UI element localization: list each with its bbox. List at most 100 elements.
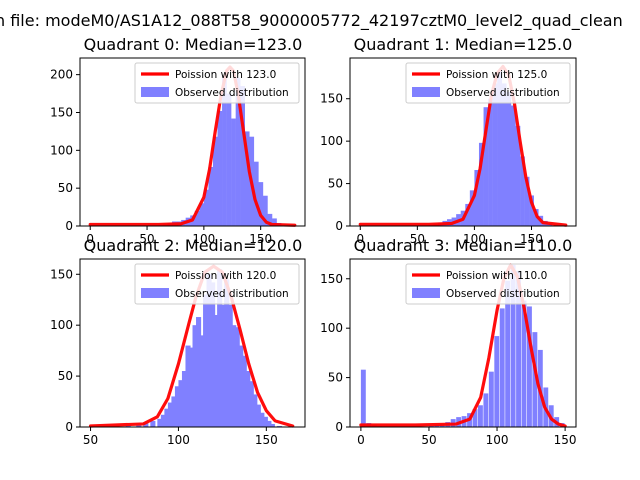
- quadrant-0-x-tick-label-1: 50: [139, 232, 154, 246]
- quadrant-3-histogram-bar-20: [516, 270, 521, 427]
- quadrant-2-histogram-bar-27: [238, 345, 244, 427]
- quadrant-0-histogram-bar-15: [226, 93, 232, 226]
- quadrant-0-histogram-bar-21: [253, 161, 259, 226]
- quadrant-0-histogram-bar-8: [194, 210, 200, 226]
- quadrant-2-histogram-bar-28: [241, 355, 247, 427]
- quadrant-3-histogram-bar-23: [532, 332, 538, 427]
- quadrant-0-legend: Poission with 123.0 Observed distribution: [134, 62, 300, 104]
- quadrant-3-legend-observed-label: Observed distribution: [446, 288, 560, 300]
- quadrant-3-x-tick-label-1: 50: [421, 433, 436, 447]
- quadrant-0-histogram-bar-16: [231, 118, 236, 226]
- quadrant-3-panel: Quadrant 3: Median=110.0 0 50 100 150 0 50 100…: [320, 236, 576, 447]
- quadrant-1-legend-observed-swatch: [412, 87, 440, 97]
- quadrant-1-title: Quadrant 1: Median=125.0: [354, 35, 573, 54]
- quadrant-3-histogram-bar-19: [510, 264, 516, 427]
- quadrant-0-axes-frame: [79, 57, 306, 227]
- quadrant-3-histogram-bar-15: [488, 371, 494, 427]
- quadrant-0-title: Quadrant 0: Median=123.0: [84, 35, 303, 54]
- quadrant-2-histogram-bar-1: [136, 424, 142, 427]
- quadrant-3-y-tick-label-2: 100: [320, 321, 343, 335]
- quadrant-3-axes-frame: [349, 258, 577, 428]
- quadrant-0-histogram-bar-17: [235, 77, 241, 227]
- quadrant-3-histogram-bar-21: [521, 300, 527, 427]
- quadrant-2-histogram-bar-25: [231, 325, 237, 427]
- quadrant-0-histogram-bar-11: [208, 166, 214, 226]
- quadrant-2-histogram-bar-10: [178, 380, 184, 427]
- quadrant-0-legend-poisson-label: Poission with 123.0: [175, 69, 276, 81]
- quadrant-3-title: Quadrant 3: Median=110.0: [354, 236, 573, 255]
- quadrant-2-title: Quadrant 2: Median=120.0: [84, 236, 303, 255]
- quadrant-1-legend-box: [405, 62, 571, 104]
- quadrant-0-histogram-bar-24: [267, 213, 273, 226]
- quadrant-2-y-tick-label-3: 150: [50, 267, 73, 281]
- quadrant-3-legend-poisson-label: Poission with 110.0: [446, 270, 547, 282]
- quadrant-3-histogram-bar-0: [360, 369, 366, 427]
- quadrant-3-histogram-bar-12: [472, 409, 478, 427]
- quadrant-0-histogram-bar-12: [212, 136, 218, 226]
- quadrant-2-histogram-bar-36: [269, 423, 275, 427]
- quadrant-3-x-tick-label-2: 100: [486, 433, 509, 447]
- quadrant-1-histogram-bar-8: [465, 203, 471, 226]
- quadrant-0-y-tick-label-4: 200: [50, 68, 73, 82]
- quadrant-2-x-tick-label-2: 150: [255, 433, 278, 447]
- quadrant-0-y-tick-label-2: 100: [50, 143, 73, 157]
- quadrant-2-histogram-bar-22: [220, 304, 226, 427]
- quadrant-3-legend-box: [405, 263, 571, 305]
- quadrant-2-histogram-bar-6: [164, 408, 170, 427]
- quadrant-1-panel: Quadrant 1: Median=125.0 0 50 100 150 0 50 100…: [320, 35, 577, 246]
- quadrant-1-histogram-bar-19: [515, 125, 521, 226]
- quadrant-2-legend-observed-label: Observed distribution: [175, 288, 289, 300]
- quadrant-3-y-tick-label-1: 50: [328, 371, 343, 385]
- quadrant-3-histogram-bar-16: [494, 336, 500, 427]
- quadrant-2-histogram-bar-24: [227, 304, 233, 427]
- quadrant-2-histogram-bar-11: [181, 371, 188, 427]
- quadrant-1-histogram-bar-14: [492, 83, 498, 226]
- quadrant-2-y-tick-label-2: 100: [50, 318, 73, 332]
- quadrant-0-y-tick-label-1: 50: [58, 181, 73, 195]
- quadrant-0-histogram-bar-9: [199, 203, 205, 226]
- quadrant-2-histogram-bar-26: [234, 327, 240, 427]
- quadrant-1-histogram-bar-17: [506, 91, 512, 226]
- quadrant-1-histogram-bar-11: [478, 142, 484, 226]
- quadrant-1-histogram-bar-16: [501, 83, 507, 226]
- quadrant-3-histogram-bar-13: [477, 405, 483, 427]
- quadrant-2-legend: Poission with 120.0 Observed distribution: [134, 263, 300, 305]
- quadrant-3-x-tick-label-3: 150: [554, 433, 577, 447]
- quadrant-2-histogram-bar-20: [213, 315, 219, 427]
- quadrant-2-legend-box: [134, 263, 300, 305]
- quadrant-2-x-tick-label-0: 50: [83, 433, 98, 447]
- quadrant-1-x-tick-label-2: 100: [463, 232, 486, 246]
- quadrant-2-legend-observed-swatch: [141, 288, 169, 298]
- quadrant-0-x-tick-label-3: 150: [249, 232, 272, 246]
- quadrant-3-y-tick-label-0: 0: [335, 420, 343, 434]
- quadrant-1-y-tick-label-1: 50: [328, 177, 343, 191]
- quadrant-1-histogram-bar-15: [497, 71, 503, 226]
- quadrant-3-y-tick-label-3: 150: [320, 272, 343, 286]
- quadrant-1-x-tick-label-1: 50: [410, 232, 425, 246]
- quadrant-1-histogram-bar-21: [524, 176, 530, 226]
- quadrant-2-histogram-bar-23: [224, 279, 230, 427]
- quadrant-1-y-tick-label-2: 100: [320, 134, 343, 148]
- quadrant-2-histogram-bar-18: [206, 274, 212, 427]
- quadrant-1-histogram-bar-9: [469, 190, 475, 226]
- quadrant-1-histogram-bar-20: [520, 156, 525, 226]
- quadrant-1-x-tick-label-0: 0: [356, 232, 364, 246]
- quadrant-0-y-tick-label-3: 150: [50, 105, 73, 119]
- quadrant-1-histogram-bar-13: [488, 98, 493, 226]
- quadrant-2-histogram-bar-15: [196, 317, 202, 427]
- quadrant-2-histogram-bar-19: [210, 282, 216, 427]
- quadrant-2-y-tick-label-1: 50: [58, 369, 73, 383]
- quadrant-0-histogram-bar-19: [244, 131, 250, 226]
- quadrant-0-histogram-bar-18: [240, 86, 245, 226]
- quadrant-2-histogram-bar-9: [174, 386, 181, 427]
- quadrant-0-legend-box: [134, 62, 300, 104]
- quadrant-3-histogram-bar-22: [526, 306, 532, 427]
- quadrant-2-histogram-bar-8: [171, 396, 177, 427]
- quadrant-2-axes-frame: [79, 258, 306, 428]
- quadrant-2-x-tick-label-1: 100: [167, 433, 190, 447]
- quadrant-0-legend-observed-swatch: [141, 87, 169, 97]
- quadrant-2-histogram-bar-2: [143, 422, 149, 427]
- quadrant-2-histogram-bar-21: [217, 269, 223, 427]
- quadrant-2-histogram-bar-29: [245, 371, 251, 427]
- quadrant-1-legend-poisson-label: Poission with 125.0: [446, 69, 547, 81]
